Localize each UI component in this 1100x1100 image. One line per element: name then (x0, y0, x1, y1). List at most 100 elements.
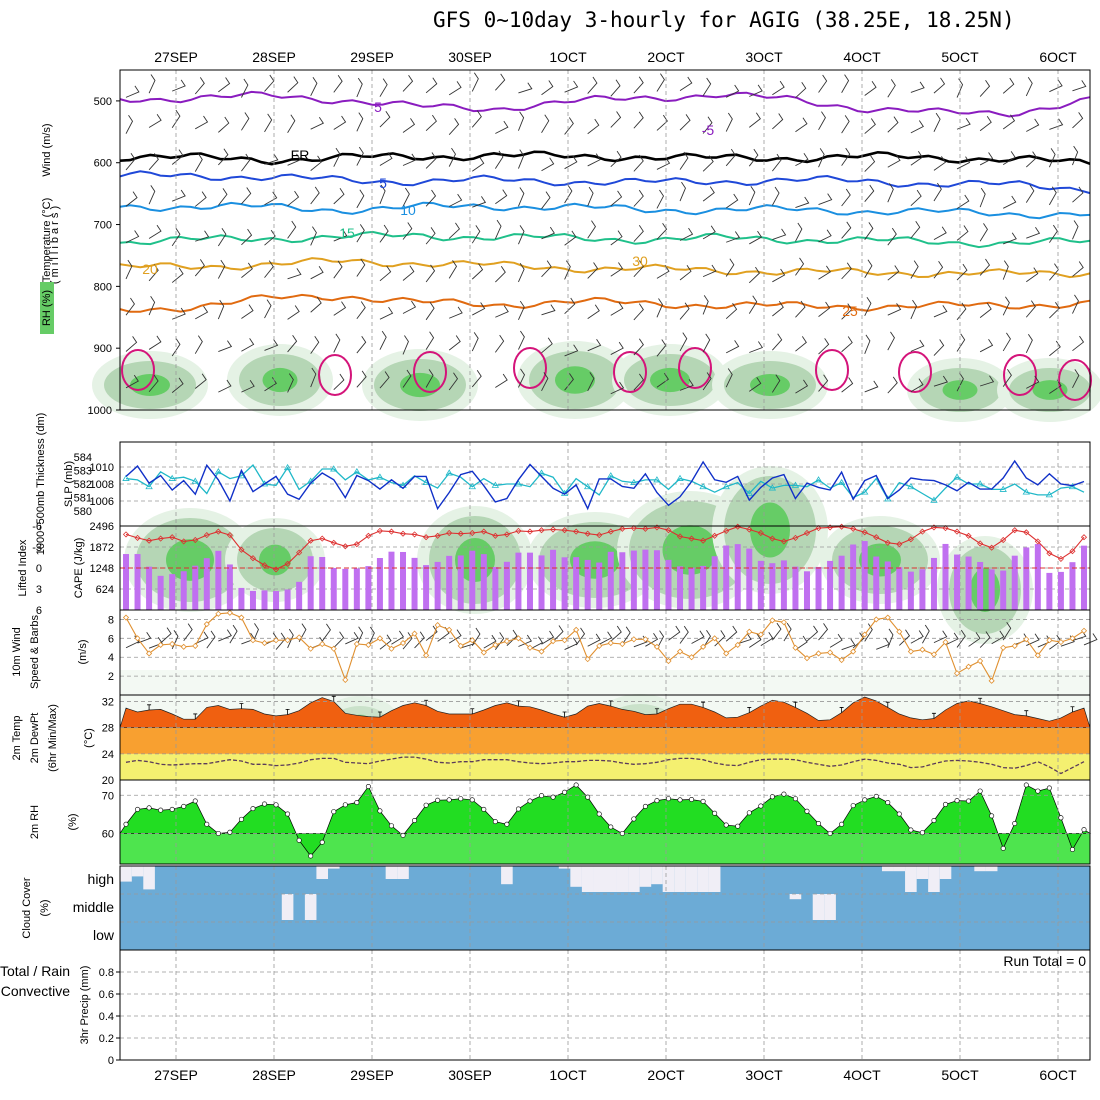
cape-bar (1023, 547, 1030, 610)
wind-barb (887, 183, 894, 203)
temperature-axis-label: Temperature (°C) (41, 198, 53, 282)
wind-barb (679, 265, 692, 281)
li-point (526, 528, 534, 535)
wind-barb (425, 625, 438, 641)
wind-barb (633, 189, 644, 207)
wind-barb (148, 224, 162, 239)
wind-barb (656, 73, 665, 92)
bottom-time-label: 2OCT (647, 1067, 685, 1083)
temp-minmax-bar (285, 708, 290, 715)
wind-barb (633, 154, 644, 172)
thickness-point (860, 488, 869, 495)
thickness-point (884, 495, 892, 502)
upper-air-labels-3: Temperature (°C) (41, 198, 53, 282)
thickness-labels: 1000~500mb Thickness (dm) (35, 413, 47, 556)
wind-barb (910, 260, 919, 279)
rh2m-point (596, 811, 602, 817)
wind-barb (979, 375, 995, 387)
wind-speed-point (423, 652, 430, 659)
li-point (1023, 529, 1030, 536)
li-point (423, 534, 430, 541)
wind-barb (1002, 77, 1015, 94)
rh2m-point (735, 823, 741, 829)
thickness-tick-label: 582 (74, 479, 92, 491)
wind-barb (772, 113, 784, 130)
wind-barb (287, 76, 299, 93)
wind-barb (564, 230, 577, 246)
wind-barb (495, 189, 508, 205)
wind-barb (125, 230, 140, 243)
wind-barb (610, 262, 624, 277)
rh2m-point (654, 798, 660, 804)
cloud-bar-high (639, 866, 652, 887)
cloud-bar-high (939, 866, 952, 879)
temp2m-labels-2: 2m DewPt (29, 713, 41, 764)
rh2m-point (192, 798, 198, 804)
thickness-point (907, 482, 915, 490)
temp-minmax-bar (701, 701, 706, 708)
wind-barb (979, 79, 991, 97)
cloud-units-g: (%) (39, 899, 51, 916)
cape-bar (273, 591, 280, 610)
li-point (1069, 548, 1076, 555)
wind-barb (1072, 220, 1079, 240)
wind-barb (702, 116, 713, 134)
wind-barb (910, 339, 925, 352)
cape-bar (353, 568, 360, 610)
bottom-time-label: 5OCT (941, 1067, 979, 1083)
wind-speed-point (688, 654, 695, 661)
cape-bar (330, 567, 337, 610)
wind-barb (287, 220, 297, 239)
li-point (307, 537, 314, 544)
li-labels: Lifted Index (17, 539, 29, 596)
wind-speed-point (1069, 635, 1076, 642)
chart-title: GFS 0~10day 3-hourly for AGIG (38.25E, 1… (433, 8, 1015, 32)
cape-bar (746, 548, 753, 610)
rh2m-point (758, 803, 764, 809)
cape-bar (677, 566, 684, 610)
wind-barb (310, 266, 324, 280)
wind-barb (610, 190, 623, 207)
wind-barb (194, 191, 207, 207)
wind-barb (899, 629, 911, 646)
cape-bar (596, 562, 603, 610)
wind-barb (910, 221, 921, 239)
cape-bar (457, 555, 464, 610)
wind-barb (125, 115, 134, 134)
rh2m-point (550, 794, 556, 800)
wind-barb (356, 112, 364, 132)
wind-barb (310, 155, 323, 171)
wind-barb (645, 632, 659, 647)
wind-speed-point (192, 642, 199, 649)
temp-minmax-bar (377, 711, 382, 718)
cloud-bar-high (397, 866, 409, 879)
slp-tick-label: 1006 (90, 496, 114, 508)
upper-air-labels-4: RH (%) (41, 290, 53, 326)
wind-barb (564, 80, 579, 93)
wind-barb (148, 335, 162, 350)
slp-tick-label: 1010 (90, 462, 114, 474)
rh2m-point (158, 807, 164, 813)
li-point (1034, 538, 1041, 545)
wind-barb (125, 85, 140, 98)
wind-barb (795, 82, 807, 99)
wind-barb (864, 81, 877, 96)
wind-speed-point (434, 622, 441, 629)
cloud-bar-middle (281, 894, 294, 920)
temp2m-units: (°C) (83, 728, 95, 748)
rh2m-point (1046, 785, 1052, 791)
top-time-label: 28SEP (252, 49, 296, 65)
wind-barb (1048, 148, 1056, 168)
pressure-tick-label: 600 (94, 158, 112, 170)
cape-bar (492, 567, 499, 610)
wind-barb (991, 630, 1005, 645)
wind-barb (1049, 263, 1059, 281)
rh2m-point (308, 853, 314, 859)
wind-barb (979, 302, 992, 319)
rh2m-point (562, 789, 568, 795)
wind-tick-label: 4 (108, 652, 114, 664)
wind-barb (137, 631, 152, 644)
rh2m-point (954, 798, 960, 804)
wind-barb (749, 633, 762, 648)
wind-barb (818, 301, 831, 318)
